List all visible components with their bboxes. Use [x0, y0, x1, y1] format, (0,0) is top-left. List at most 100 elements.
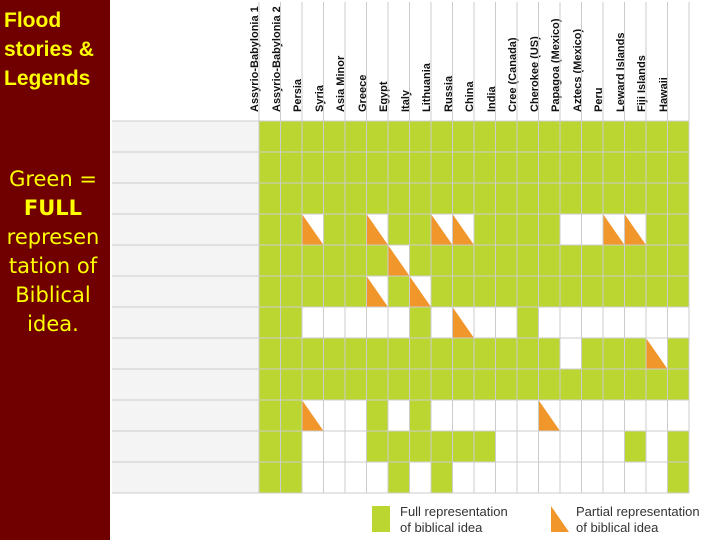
cell-full — [517, 121, 539, 152]
cell-full — [646, 245, 668, 276]
cell-full — [259, 121, 281, 152]
legend-full-line-2: of biblical idea — [400, 520, 483, 535]
cell-full — [409, 307, 431, 338]
note-line-2: represen tation of Biblical idea. — [6, 225, 100, 336]
cell-full — [280, 152, 302, 183]
cell-full — [345, 183, 367, 214]
cell-full — [259, 152, 281, 183]
cell-full — [624, 183, 646, 214]
cell-partial — [431, 214, 453, 245]
cell-full — [366, 369, 388, 400]
cell-full — [323, 152, 345, 183]
cell-full — [366, 245, 388, 276]
legend-partial-line-1: Partial representation — [576, 504, 700, 519]
cell-full — [624, 152, 646, 183]
cell-partial — [302, 214, 324, 245]
cell-full — [388, 462, 410, 493]
cell-full — [409, 214, 431, 245]
cell-full — [302, 245, 324, 276]
cell-full — [431, 121, 453, 152]
cell-full — [560, 245, 582, 276]
cell-full — [345, 214, 367, 245]
cell-full — [452, 152, 474, 183]
cell-full — [280, 338, 302, 369]
cell-full — [667, 245, 689, 276]
cell-partial — [452, 307, 474, 338]
cell-full — [431, 462, 453, 493]
cell-full — [624, 431, 646, 462]
cell-full — [345, 276, 367, 307]
cell-full — [495, 338, 517, 369]
cell-full — [538, 338, 560, 369]
cell-full — [302, 152, 324, 183]
cell-full — [280, 369, 302, 400]
cell-full — [646, 214, 668, 245]
cell-full — [581, 276, 603, 307]
cell-full — [560, 121, 582, 152]
cell-full — [667, 214, 689, 245]
cell-full — [280, 462, 302, 493]
cell-full — [517, 152, 539, 183]
cell-full — [409, 152, 431, 183]
cell-full — [474, 183, 496, 214]
cell-full — [259, 369, 281, 400]
cell-full — [366, 183, 388, 214]
cell-full — [624, 369, 646, 400]
cell-full — [345, 338, 367, 369]
cell-full — [302, 276, 324, 307]
cell-full — [345, 245, 367, 276]
cell-full — [624, 338, 646, 369]
cell-full — [280, 214, 302, 245]
cell-full — [323, 276, 345, 307]
cell-full — [431, 276, 453, 307]
cell-full — [452, 338, 474, 369]
cell-full — [280, 245, 302, 276]
cell-full — [366, 152, 388, 183]
sidebar-panel: Flood stories & Legends Green = FULL rep… — [0, 0, 110, 540]
cell-partial — [409, 276, 431, 307]
cell-full — [388, 431, 410, 462]
cell-full — [538, 276, 560, 307]
cell-full — [323, 214, 345, 245]
cell-full — [560, 183, 582, 214]
cell-full — [667, 183, 689, 214]
cell-full — [667, 462, 689, 493]
cell-partial — [388, 245, 410, 276]
cell-partial — [624, 214, 646, 245]
cell-full — [560, 152, 582, 183]
cell-full — [603, 183, 625, 214]
cell-full — [603, 245, 625, 276]
legend-full-label: Full representation of biblical idea — [400, 504, 508, 536]
cell-full — [302, 338, 324, 369]
cell-full — [259, 245, 281, 276]
cell-full — [323, 183, 345, 214]
cell-full — [431, 152, 453, 183]
cell-full — [646, 369, 668, 400]
cell-full — [323, 338, 345, 369]
cell-partial — [646, 338, 668, 369]
cell-full — [581, 338, 603, 369]
cell-full — [259, 431, 281, 462]
cell-partial — [452, 214, 474, 245]
legend-full-line-1: Full representation — [400, 504, 508, 519]
cell-full — [646, 183, 668, 214]
cell-full — [538, 369, 560, 400]
cell-full — [259, 307, 281, 338]
cell-full — [409, 338, 431, 369]
cell-full — [323, 245, 345, 276]
cell-full — [495, 276, 517, 307]
cell-full — [452, 431, 474, 462]
cell-full — [345, 369, 367, 400]
cell-full — [517, 338, 539, 369]
cell-full — [667, 152, 689, 183]
cell-full — [474, 431, 496, 462]
cell-full — [280, 307, 302, 338]
cell-full — [366, 121, 388, 152]
cell-full — [388, 152, 410, 183]
cell-full — [667, 369, 689, 400]
cell-full — [538, 214, 560, 245]
cell-full — [409, 245, 431, 276]
cell-full — [624, 121, 646, 152]
slide-title: Flood stories & Legends — [4, 9, 94, 90]
cell-full — [603, 276, 625, 307]
